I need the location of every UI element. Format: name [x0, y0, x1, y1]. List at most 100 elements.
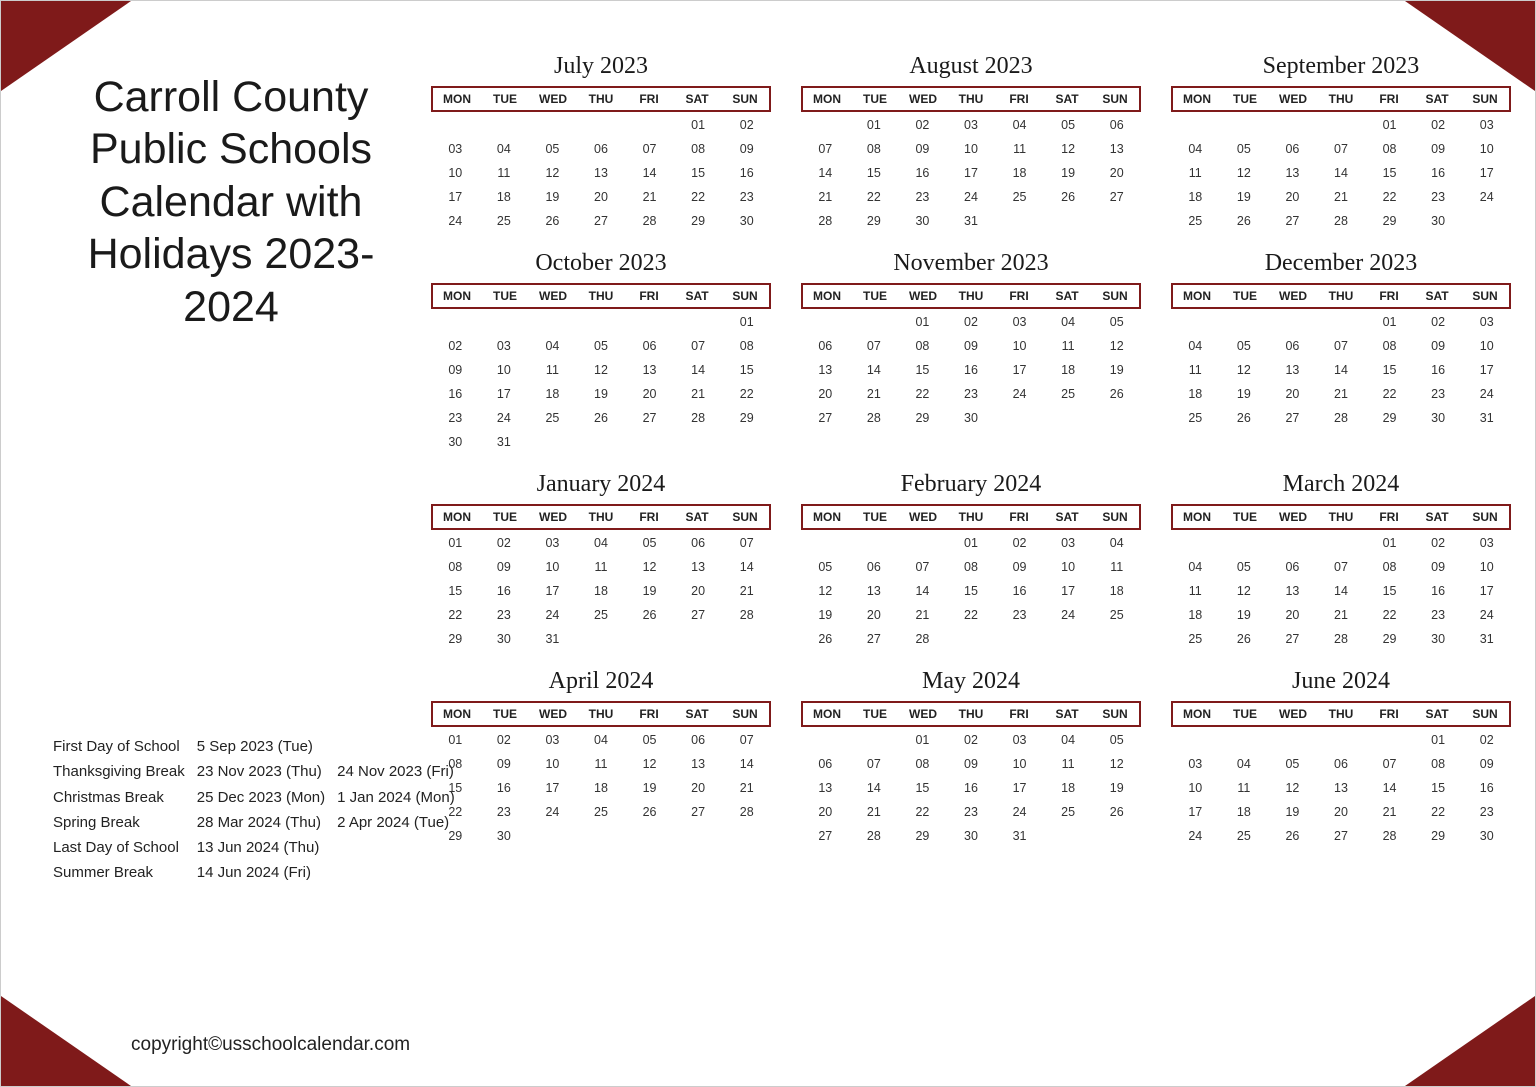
- day-cell: 01: [431, 733, 480, 747]
- month-block: March 2024MONTUEWEDTHUFRISATSUN010203040…: [1171, 471, 1511, 646]
- day-header: MON: [1173, 703, 1221, 725]
- day-cell: 08: [947, 560, 996, 574]
- day-cell: 01: [850, 118, 899, 132]
- day-cell: 06: [801, 757, 850, 771]
- day-cell: 03: [995, 315, 1044, 329]
- day-cell: 17: [528, 781, 577, 795]
- month-title: August 2023: [801, 53, 1141, 80]
- day-cell: 18: [1044, 781, 1093, 795]
- holiday-label: Last Day of School: [53, 836, 195, 859]
- day-cell: 14: [1365, 781, 1414, 795]
- day-cell: 12: [1092, 757, 1141, 771]
- day-cell: 01: [1365, 536, 1414, 550]
- day-cell: 10: [528, 560, 577, 574]
- day-cell: 12: [1220, 166, 1269, 180]
- day-cell: 14: [674, 363, 723, 377]
- day-cell: 27: [1317, 829, 1366, 843]
- day-cell: 15: [898, 781, 947, 795]
- day-cell: 27: [625, 411, 674, 425]
- day-header: FRI: [1365, 703, 1413, 725]
- day-cell: 18: [528, 387, 577, 401]
- day-cell: 24: [431, 214, 480, 228]
- month-title: April 2024: [431, 668, 771, 695]
- day-header-row: MONTUEWEDTHUFRISATSUN: [431, 504, 771, 530]
- day-cell: 01: [1365, 315, 1414, 329]
- holiday-row: Summer Break14 Jun 2024 (Fri): [53, 861, 465, 884]
- day-cell: 02: [722, 118, 771, 132]
- day-empty: [1220, 315, 1269, 329]
- day-header: SUN: [1461, 506, 1509, 528]
- day-cell: 10: [1171, 781, 1220, 795]
- day-cell: 01: [898, 315, 947, 329]
- day-cell: 07: [722, 536, 771, 550]
- day-cell: 22: [898, 387, 947, 401]
- day-empty: [801, 315, 850, 329]
- day-cell: 15: [431, 781, 480, 795]
- day-cell: 20: [674, 584, 723, 598]
- day-cell: 10: [480, 363, 529, 377]
- day-empty: [1268, 536, 1317, 550]
- day-cell: 05: [1268, 757, 1317, 771]
- day-header: TUE: [851, 506, 899, 528]
- day-header: FRI: [625, 285, 673, 307]
- day-header: SAT: [1043, 506, 1091, 528]
- day-cell: 07: [1365, 757, 1414, 771]
- day-header: SAT: [1413, 703, 1461, 725]
- day-cell: 22: [850, 190, 899, 204]
- day-empty: [1268, 118, 1317, 132]
- day-cell: 30: [947, 411, 996, 425]
- day-cell: 16: [995, 584, 1044, 598]
- day-cell: 03: [528, 733, 577, 747]
- day-cell: 13: [1268, 363, 1317, 377]
- day-cell: 09: [898, 142, 947, 156]
- day-cell: 13: [801, 363, 850, 377]
- day-cell: 29: [1414, 829, 1463, 843]
- day-cell: 20: [1268, 608, 1317, 622]
- day-cell: 03: [480, 339, 529, 353]
- day-cell: 15: [947, 584, 996, 598]
- day-cell: 04: [577, 536, 626, 550]
- day-cell: 05: [625, 733, 674, 747]
- day-cell: 07: [850, 757, 899, 771]
- day-empty: [1268, 733, 1317, 747]
- day-header: TUE: [851, 88, 899, 110]
- day-cell: 19: [528, 190, 577, 204]
- day-header: MON: [1173, 285, 1221, 307]
- day-cell: 15: [1414, 781, 1463, 795]
- day-header: WED: [529, 285, 577, 307]
- day-cell: 18: [577, 584, 626, 598]
- day-cell: 26: [1044, 190, 1093, 204]
- day-cell: 11: [995, 142, 1044, 156]
- day-cell: 17: [480, 387, 529, 401]
- day-cell: 17: [1462, 363, 1511, 377]
- day-cell: 16: [1414, 363, 1463, 377]
- day-header: TUE: [481, 703, 529, 725]
- day-cell: 10: [1044, 560, 1093, 574]
- day-cell: 07: [674, 339, 723, 353]
- day-cell: 03: [431, 142, 480, 156]
- day-cell: 27: [577, 214, 626, 228]
- day-cell: 01: [947, 536, 996, 550]
- day-cell: 06: [674, 536, 723, 550]
- day-header: SAT: [673, 506, 721, 528]
- day-header-row: MONTUEWEDTHUFRISATSUN: [1171, 86, 1511, 112]
- day-cell: 08: [1365, 142, 1414, 156]
- holiday-start: 23 Nov 2023 (Thu): [197, 760, 335, 783]
- day-empty: [1365, 733, 1414, 747]
- day-cell: 16: [898, 166, 947, 180]
- day-cell: 02: [431, 339, 480, 353]
- day-header: SAT: [1043, 703, 1091, 725]
- day-cell: 19: [625, 584, 674, 598]
- day-header: THU: [1317, 506, 1365, 528]
- day-cell: 18: [577, 781, 626, 795]
- day-cell: 12: [1268, 781, 1317, 795]
- day-header-row: MONTUEWEDTHUFRISATSUN: [1171, 701, 1511, 727]
- day-cell: 30: [1414, 632, 1463, 646]
- day-cell: 25: [1220, 829, 1269, 843]
- day-cell: 23: [1414, 387, 1463, 401]
- day-cell: 23: [431, 411, 480, 425]
- day-cell: 25: [577, 608, 626, 622]
- day-header: FRI: [995, 703, 1043, 725]
- day-cell: 06: [625, 339, 674, 353]
- day-cell: 02: [480, 733, 529, 747]
